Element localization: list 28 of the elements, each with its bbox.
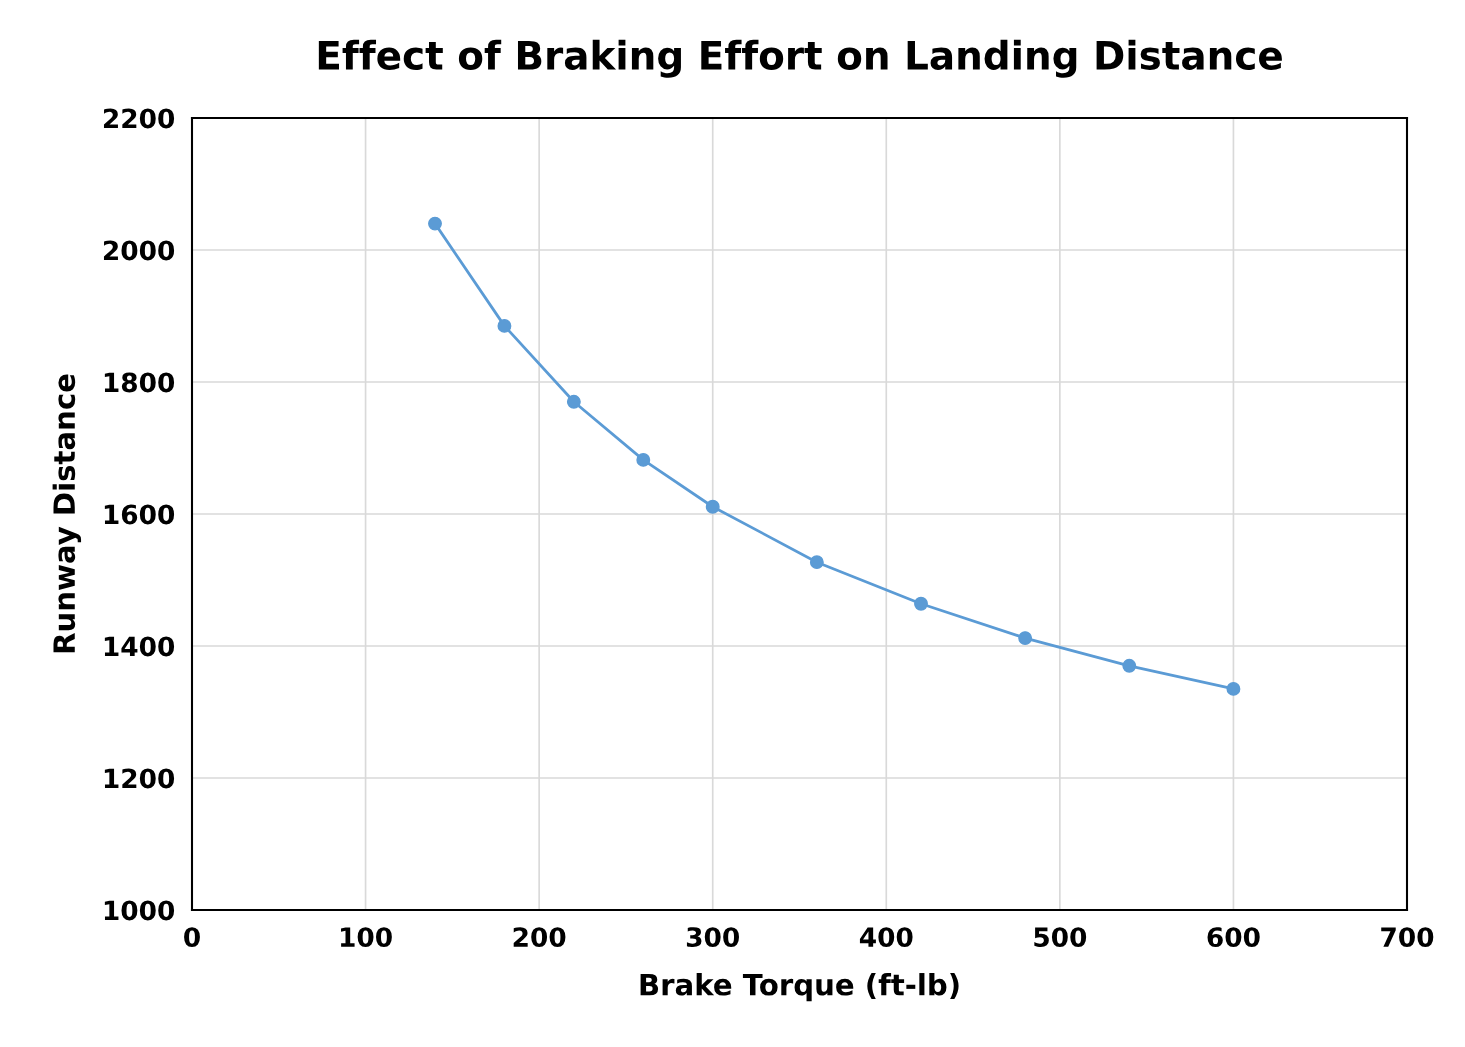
point [705, 499, 720, 514]
point [1226, 681, 1241, 696]
x-tick-label: 600 [1207, 927, 1260, 948]
x-tick-label: 200 [513, 927, 566, 948]
x-tick-label: 700 [1381, 927, 1434, 948]
y-axis-title: Runway Distance [52, 374, 82, 653]
y-tick-label: 1200 [104, 768, 175, 789]
x-tick-label: 500 [1034, 927, 1087, 948]
point [914, 596, 928, 611]
y-tick-label: 2000 [103, 240, 175, 261]
point [1122, 658, 1137, 673]
point [809, 555, 824, 570]
x-tick-label: 300 [686, 927, 739, 948]
x-axis-title: Brake Torque (ft-lb) [640, 973, 959, 1002]
y-tick-label: 1400 [104, 636, 175, 657]
x-tick-label: 400 [859, 927, 913, 948]
point [428, 216, 442, 231]
point [636, 452, 651, 467]
x-tick-label: 100 [341, 927, 392, 948]
point [1018, 631, 1033, 646]
chart-title: Effect of Braking Effort on Landing Distance [318, 39, 1282, 78]
y-tick-label: 1800 [104, 372, 175, 393]
y-tick-label: 1600 [104, 504, 175, 525]
point [497, 318, 512, 333]
y-tick-label: 2200 [103, 108, 175, 129]
x-tick-label: 0 [184, 927, 200, 948]
y-tick-label: 1000 [104, 900, 175, 921]
point [566, 394, 581, 409]
